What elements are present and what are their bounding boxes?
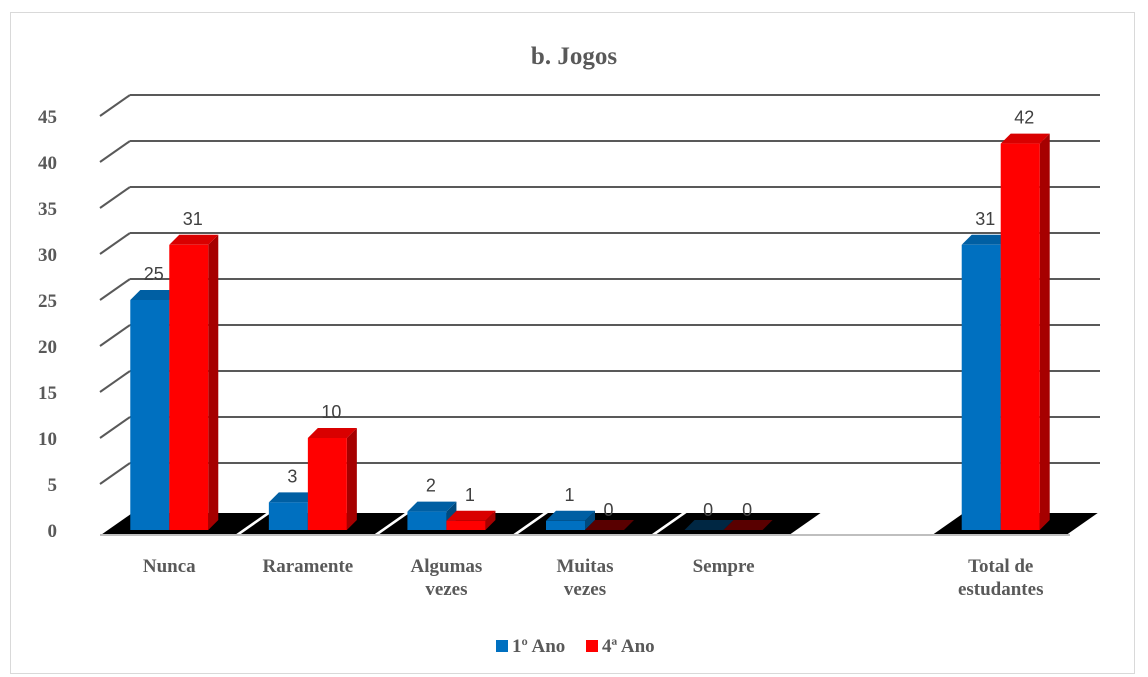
data-label: 1: [465, 485, 475, 505]
y-tick-label: 5: [48, 475, 58, 496]
y-tick-label: 25: [38, 291, 57, 312]
bar-top: [446, 510, 496, 521]
bar-top: [130, 290, 180, 300]
bar-top: [407, 501, 457, 512]
bar-top: [307, 428, 357, 438]
bar: [446, 520, 486, 530]
gridline-diag: [99, 186, 131, 209]
bar-side: [346, 428, 357, 530]
gridline-diag: [99, 370, 131, 393]
gridline-diag: [99, 416, 131, 439]
x-tick-label: vezes: [564, 579, 606, 600]
y-tick-label: 20: [38, 337, 57, 358]
data-label: 31: [183, 209, 203, 229]
y-tick-label: 45: [38, 107, 57, 128]
data-label: 25: [144, 264, 164, 284]
x-tick-label: Muitas: [557, 556, 614, 577]
y-tick-label: 10: [38, 429, 57, 450]
data-label: 10: [321, 402, 341, 422]
bar-side: [485, 510, 496, 530]
data-label: 2: [426, 476, 436, 496]
gridline-diag: [99, 462, 131, 485]
bar: [268, 502, 308, 530]
data-label: 1: [564, 485, 574, 505]
x-tick-label: estudantes: [958, 579, 1044, 600]
gridline-diag: [99, 94, 131, 117]
x-tick-label: Nunca: [143, 556, 196, 577]
x-tick-label: Total de: [968, 556, 1033, 577]
bar-top: [585, 520, 634, 530]
data-label: 0: [703, 500, 713, 520]
bar-top: [546, 510, 595, 521]
legend-label: 4ª Ano: [602, 636, 655, 657]
x-tick-label: Raramente: [262, 556, 353, 577]
bar-top: [684, 520, 734, 530]
data-label: 42: [1014, 108, 1034, 128]
x-tick-label: vezes: [425, 579, 467, 600]
chart-title: b. Jogos: [531, 43, 617, 70]
chart-frame: [10, 12, 1135, 674]
bar-top: [169, 234, 219, 245]
bar: [407, 511, 447, 530]
x-tick-label: Algumas: [411, 556, 483, 577]
y-tick-label: 15: [38, 383, 57, 404]
bar: [169, 244, 209, 531]
data-label: 3: [287, 466, 297, 486]
bar-side: [1039, 133, 1050, 530]
y-tick-label: 30: [38, 245, 57, 266]
data-label: 31: [975, 209, 995, 229]
bar: [961, 244, 1001, 531]
bar-side: [208, 234, 219, 531]
data-label: 0: [603, 500, 613, 520]
y-tick-label: 35: [38, 199, 57, 220]
gridline-diag: [99, 232, 131, 255]
bar-top: [268, 492, 318, 503]
gridline-diag: [99, 324, 131, 347]
legend-swatch: [496, 640, 508, 652]
bar: [130, 300, 170, 530]
bar-side: [585, 510, 595, 530]
legend-label: 1º Ano: [512, 636, 565, 657]
bar-top: [723, 520, 773, 530]
bar: [546, 520, 585, 530]
y-tick-label: 0: [48, 521, 58, 542]
data-label: 0: [742, 500, 752, 520]
legend-swatch: [586, 640, 598, 652]
gridline-diag: [99, 278, 131, 301]
bar: [1000, 143, 1040, 530]
gridline-diag: [99, 140, 131, 163]
bar: [307, 438, 347, 530]
y-tick-label: 40: [38, 153, 57, 174]
bar-top: [961, 234, 1011, 245]
bar-top: [1000, 133, 1050, 144]
x-tick-label: Sempre: [693, 556, 755, 577]
